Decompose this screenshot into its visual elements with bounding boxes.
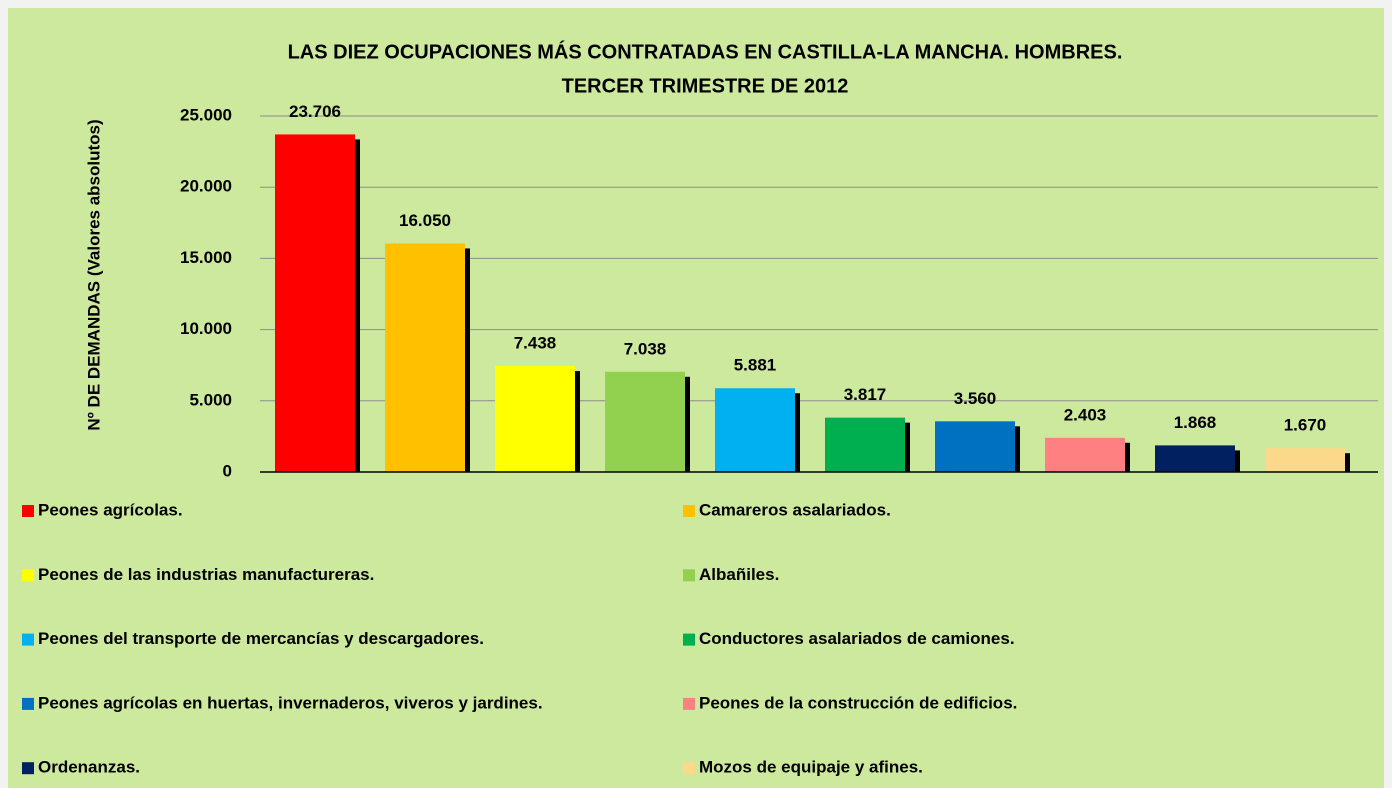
value-label: 3.560 (954, 389, 997, 408)
bar (715, 388, 795, 472)
y-tick-label: 0 (223, 461, 232, 480)
bar (275, 134, 355, 472)
y-tick-label: 5.000 (189, 390, 232, 409)
legend-swatch (683, 697, 695, 710)
legend-label: Camareros asalariados. (699, 500, 891, 519)
y-tick-label: 25.000 (180, 105, 232, 124)
bar (1045, 437, 1125, 472)
chart-title: LAS DIEZ OCUPACIONES MÁS CONTRATADAS EN … (288, 40, 1123, 63)
legend-label: Conductores asalariados de camiones. (699, 629, 1015, 648)
legend-label: Peones del transporte de mercancías y de… (38, 629, 484, 648)
legend-label: Ordenanzas. (38, 758, 140, 777)
bar (495, 366, 575, 472)
bar (935, 421, 1015, 472)
legend-swatch (683, 762, 695, 775)
bar (825, 417, 905, 472)
legend-swatch (22, 633, 34, 646)
bar (385, 243, 465, 472)
legend-swatch (22, 762, 34, 775)
value-label: 3.817 (844, 385, 887, 404)
legend-label: Peones de las industrias manufactureras. (38, 565, 374, 584)
legend-swatch (683, 505, 695, 517)
legend-swatch (22, 569, 34, 582)
legend-swatch (22, 505, 34, 517)
bar (1155, 445, 1235, 472)
legend-label: Mozos de equipaje y afines. (699, 758, 923, 777)
value-label: 5.881 (734, 356, 777, 375)
value-label: 1.670 (1284, 416, 1327, 435)
legend-swatch (683, 569, 695, 582)
legend-label: Peones agrícolas. (38, 500, 183, 519)
y-tick-label: 20.000 (180, 177, 232, 196)
bar (605, 371, 685, 472)
value-label: 23.706 (289, 102, 341, 121)
value-label: 16.050 (399, 211, 451, 230)
y-tick-label: 15.000 (180, 248, 232, 267)
value-label: 1.868 (1174, 413, 1217, 432)
value-label: 7.038 (624, 339, 667, 358)
value-label: 7.438 (514, 334, 557, 353)
legend-swatch (683, 633, 695, 646)
legend-label: Peones de la construcción de edificios. (699, 693, 1017, 712)
value-label: 2.403 (1064, 405, 1107, 424)
legend-swatch (22, 697, 34, 710)
legend-label: Albañiles. (699, 565, 779, 584)
y-tick-label: 10.000 (180, 319, 232, 338)
legend-label: Peones agrícolas en huertas, invernadero… (38, 693, 543, 712)
chart-background (8, 8, 1384, 788)
y-axis-label: Nº DE DEMANDAS (Valores absolutos) (84, 119, 103, 430)
chart-title: TERCER TRIMESTRE DE 2012 (562, 75, 849, 97)
bar (1265, 448, 1345, 472)
